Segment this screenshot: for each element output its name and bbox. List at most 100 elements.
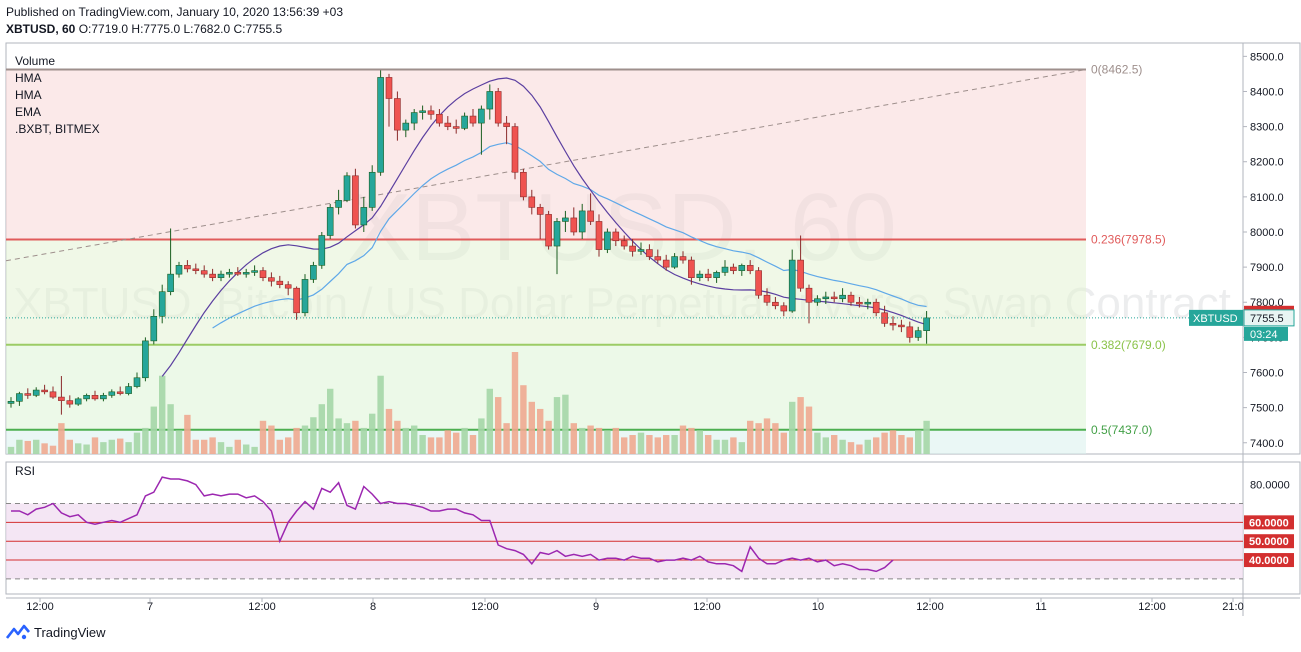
candle	[217, 270, 225, 282]
candle-body	[486, 91, 494, 110]
volume-bar	[755, 423, 762, 454]
candle	[32, 387, 40, 398]
candle	[637, 242, 645, 255]
volume-bar	[915, 430, 922, 454]
volume-bar	[688, 427, 695, 454]
volume-bar	[881, 432, 888, 454]
rsi-level-badge	[1244, 534, 1294, 549]
candle	[486, 84, 494, 120]
candle-body	[427, 110, 435, 115]
price-tick-label: 8000.0	[1250, 227, 1284, 239]
candle-body	[730, 266, 737, 271]
candle-body	[226, 272, 233, 275]
candle	[83, 393, 90, 402]
candle	[368, 165, 376, 211]
candle	[797, 235, 804, 292]
candle	[58, 376, 65, 415]
volume-bar	[75, 443, 82, 454]
volume-bar	[856, 444, 863, 454]
volume-bar	[217, 442, 225, 454]
rsi-pane-label[interactable]: RSI	[15, 464, 36, 478]
candle-body	[259, 270, 267, 278]
candle	[704, 268, 712, 282]
candle	[452, 119, 460, 134]
volume-bar	[579, 427, 586, 454]
legend-volume[interactable]: Volume	[15, 54, 56, 68]
price-tick-label: 7900.0	[1250, 262, 1284, 274]
candle-body	[772, 301, 779, 307]
volume-bar	[335, 418, 342, 454]
fib-label-0.5: 0.5(7437.0)	[1091, 423, 1152, 437]
candle	[914, 326, 922, 341]
candle	[562, 210, 569, 232]
volume-bar	[511, 352, 519, 454]
volume-bar	[66, 439, 73, 454]
volume-bar	[411, 425, 418, 454]
candle-body	[872, 301, 880, 314]
candle	[301, 274, 309, 317]
volume-bar	[520, 385, 527, 454]
volume-bar	[175, 430, 183, 454]
volume-bar	[192, 439, 199, 454]
volume-bar	[814, 432, 821, 454]
candle	[469, 109, 477, 127]
volume-bar	[847, 442, 855, 454]
candle	[410, 109, 418, 131]
candle-body	[150, 315, 158, 342]
candle	[284, 281, 292, 296]
time-tick-label: 12:00	[26, 601, 54, 613]
candle	[192, 263, 200, 275]
volume-bar	[805, 406, 813, 454]
legend-bxbt[interactable]: .BXBT, BITMEX	[15, 122, 100, 136]
volume-bar	[209, 437, 216, 454]
volume-bar	[671, 435, 678, 454]
volume-bar	[873, 437, 880, 454]
candle-body	[192, 268, 200, 271]
candle-body	[545, 214, 552, 247]
volume-bar	[864, 439, 871, 454]
candle	[503, 116, 510, 145]
legend-ema[interactable]: EMA	[15, 105, 42, 119]
volume-bar	[889, 430, 897, 454]
candle-body	[268, 277, 275, 282]
volume-bar	[117, 438, 124, 454]
volume-bar	[7, 446, 15, 454]
candle-body	[410, 112, 418, 124]
volume-bar	[150, 406, 157, 454]
volume-bar	[352, 420, 359, 454]
volume-bar	[16, 439, 23, 454]
candle	[520, 168, 527, 201]
volume-bar	[696, 430, 703, 454]
candle-body	[184, 265, 191, 270]
volume-bar	[587, 425, 594, 454]
candle-body	[125, 386, 132, 394]
candle	[662, 254, 670, 271]
candle-body	[461, 115, 468, 129]
legend-hma-1[interactable]: HMA	[15, 71, 42, 85]
candle	[158, 284, 166, 324]
candle-body	[293, 287, 300, 314]
published-caption: Published on TradingView.com, January 10…	[6, 5, 344, 19]
candle-body	[436, 114, 443, 124]
candle-body	[536, 207, 544, 215]
legend-hma-2[interactable]: HMA	[15, 88, 42, 102]
candle-body	[83, 395, 90, 400]
candle	[629, 239, 636, 257]
candle-body	[923, 317, 930, 331]
volume-bar	[369, 413, 376, 454]
candle	[167, 228, 174, 296]
candle-body	[646, 249, 653, 257]
candle	[335, 189, 342, 215]
candle-body	[906, 326, 914, 338]
candle-body	[578, 210, 586, 233]
candle	[528, 189, 536, 215]
candle-body	[326, 207, 334, 236]
candle-body	[654, 256, 662, 261]
volume-bar	[41, 443, 48, 454]
candle-body	[704, 273, 712, 278]
time-tick-label: 10	[812, 601, 824, 613]
volume-bar	[612, 427, 619, 454]
candle	[536, 203, 544, 240]
volume-bar	[721, 439, 729, 454]
